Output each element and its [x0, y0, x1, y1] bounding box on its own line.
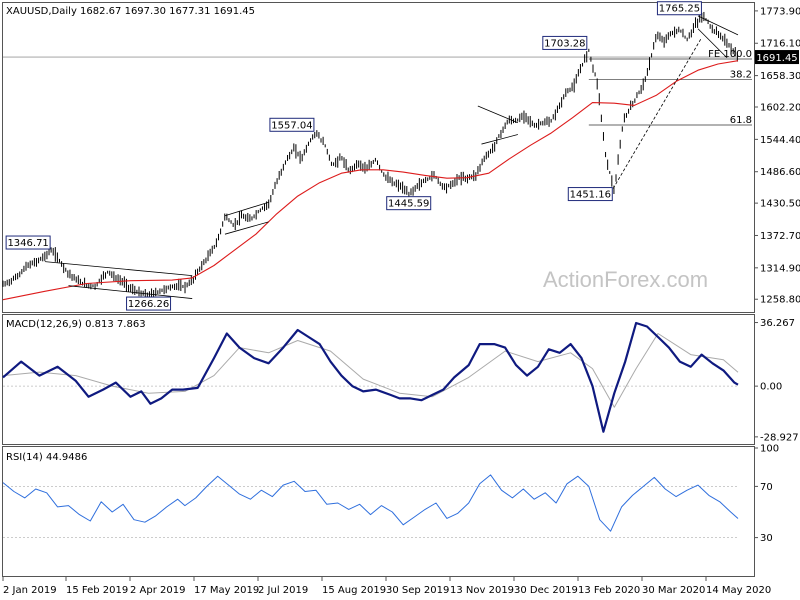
pivot-label: 1445.59	[386, 196, 432, 211]
trendline	[224, 201, 269, 217]
x-tick-label: 15 Feb 2019	[66, 585, 128, 596]
price-y-tick: 1773.90	[760, 6, 800, 17]
pivot-label: 1346.71	[5, 235, 51, 250]
trendline	[481, 134, 518, 145]
watermark-text: ActionForex.com	[543, 267, 708, 292]
rsi-panel-frame	[2, 446, 755, 577]
current-price-box	[755, 50, 799, 65]
x-tick-label: 30 Dec 2019	[514, 585, 578, 596]
trendline	[697, 28, 728, 59]
x-tick-label: 13 Nov 2019	[450, 585, 514, 596]
trendline-drawings	[44, 15, 739, 299]
pivot-label: 1266.26	[126, 296, 172, 311]
rsi-series-group	[2, 474, 739, 538]
macd-panel-frame	[2, 314, 755, 445]
pivot-value: 1557.04	[271, 120, 312, 131]
x-tick-label: 30 Mar 2020	[642, 585, 705, 596]
trendline	[44, 261, 193, 277]
fib-level-label: 38.2	[730, 70, 752, 81]
trendline	[477, 105, 519, 124]
pivot-value: 1445.59	[388, 199, 429, 210]
rsi-panel-title: RSI(14) 44.9486	[6, 452, 87, 463]
price-y-tick: 1544.40	[760, 135, 800, 146]
pivot-label: 1557.04	[269, 117, 315, 132]
price-y-tick: 1314.90	[760, 263, 800, 274]
price-y-tick: 1486.60	[760, 167, 800, 178]
price-y-tick: 1658.30	[760, 71, 800, 82]
x-tick-label: 2 Jul 2019	[258, 585, 308, 596]
price-panel-frame	[2, 2, 755, 313]
x-tick-label: 2 Apr 2019	[130, 585, 185, 596]
macd-y-tick: 36.267	[760, 318, 795, 329]
macd-y-tick: -28.927	[760, 432, 799, 443]
x-tick-label: 17 May 2019	[194, 585, 259, 596]
trendline	[68, 285, 193, 299]
rsi-y-tick: 30	[760, 533, 773, 544]
current-price-tag: 1691.45	[755, 50, 799, 65]
macd-line	[2, 321, 739, 433]
macd-y-tick: 0.00	[760, 382, 782, 393]
pivot-value: 1346.71	[7, 238, 48, 249]
pivot-value: 1765.25	[659, 4, 700, 15]
macd-panel-title: MACD(12,26,9) 0.813 7.863	[6, 319, 146, 330]
rsi-line	[2, 474, 739, 532]
macd-series-group	[2, 321, 739, 433]
pivot-label: 1703.28	[542, 35, 588, 50]
trendline	[224, 221, 269, 235]
price-y-tick: 1430.50	[760, 199, 800, 210]
x-tick-label: 14 May 2020	[706, 585, 771, 596]
price-series-group	[2, 11, 739, 301]
x-tick-label: 13 Feb 2020	[578, 585, 640, 596]
rsi-y-tick: 70	[760, 482, 773, 493]
pivot-value: 1266.26	[128, 299, 169, 310]
pivot-annotations: 1346.71 1266.26 1557.04 1445.59 1703.28 1451.…	[5, 1, 702, 311]
x-tick-label: 15 Aug 2019	[322, 585, 386, 596]
pivot-value: 1703.28	[544, 38, 585, 49]
macd-signal-line	[2, 333, 739, 408]
x-axis-ticks: 2 Jan 2019 15 Feb 2019 2 Apr 2019 17 May 20…	[2, 576, 771, 596]
price-reference-lines: FE 100.0 38.2 61.8	[3, 49, 752, 126]
price-y-tick: 1716.10	[760, 39, 800, 50]
y-axis-ticks: 1773.90 1716.10 1658.30 1602.20 1544.40 1486.…	[754, 6, 800, 544]
rsi-y-tick: 100	[760, 444, 779, 455]
price-bars	[2, 11, 738, 299]
price-y-tick: 1602.20	[760, 103, 800, 114]
moving-average-line	[2, 60, 739, 301]
pivot-value: 1451.16	[570, 190, 611, 201]
price-y-tick: 1372.70	[760, 231, 800, 242]
current-price-value: 1691.45	[756, 53, 797, 64]
fib-level-label: FE 100.0	[708, 49, 752, 60]
pivot-label: 1765.25	[656, 1, 702, 16]
price-y-tick: 1258.80	[760, 295, 800, 306]
pivot-label: 1451.16	[567, 187, 613, 202]
price-panel-title: XAUUSD,Daily 1682.67 1697.30 1677.31 169…	[6, 6, 255, 17]
x-tick-label: 2 Jan 2019	[3, 585, 57, 596]
fib-level-label: 61.8	[730, 115, 752, 126]
x-tick-label: 30 Sep 2019	[386, 585, 449, 596]
trendline	[697, 15, 739, 36]
